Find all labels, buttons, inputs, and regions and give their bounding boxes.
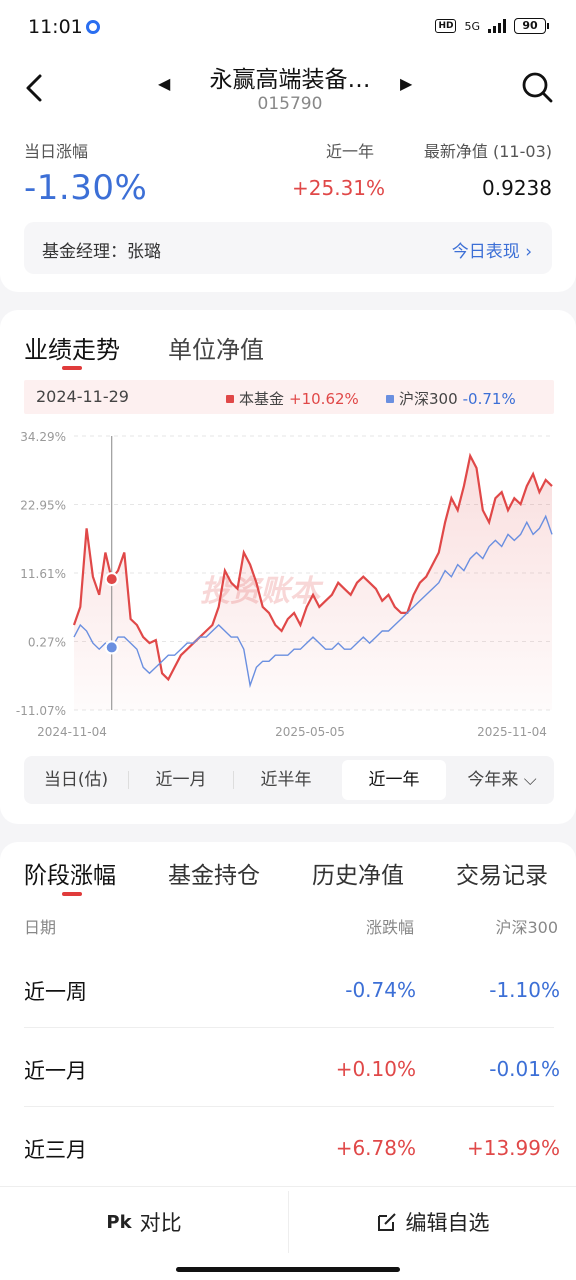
- y-tick-label: 11.61%: [20, 567, 66, 581]
- performance-chart-card: 业绩走势 单位净值 2024-11-29 本基金 +10.62% 沪深300 -…: [0, 310, 576, 824]
- tab-unit-nav[interactable]: 单位净值: [168, 336, 264, 364]
- fund-series-line: [72, 452, 553, 682]
- index-series-line: [73, 514, 553, 689]
- fund-color-swatch: [226, 394, 234, 403]
- one-year-label: 近一年: [326, 142, 375, 161]
- period-6m[interactable]: 近半年: [260, 770, 312, 790]
- index-marker: [104, 640, 119, 655]
- fund-marker: [104, 572, 119, 587]
- active-tab-indicator: [62, 892, 82, 896]
- period-ytd[interactable]: 今年来 ⌵: [467, 770, 537, 790]
- y-tick-label: 0.27%: [28, 636, 66, 650]
- y-tick-label: -11.07%: [16, 704, 66, 718]
- y-tick-label: 22.95%: [20, 499, 66, 513]
- tab-holdings[interactable]: 基金持仓: [168, 863, 260, 889]
- watermark: 投资账本: [200, 574, 320, 609]
- tab-stage-returns[interactable]: 阶段涨幅: [24, 863, 116, 889]
- y-tick-label: 34.29%: [20, 430, 66, 444]
- period-divider: [233, 771, 234, 789]
- performance-line-chart[interactable]: 34.29% 22.95% 11.61% 0.27% -11.07% 2024-11-04…: [0, 420, 576, 750]
- latest-nav-label: 最新净值 (11-03): [423, 142, 552, 161]
- tab-transactions[interactable]: 交易记录: [456, 863, 548, 889]
- battery-icon: 90: [514, 18, 549, 34]
- hd-icon: HD: [435, 19, 457, 33]
- divider: [288, 1191, 289, 1253]
- row-change: -0.74%: [345, 978, 416, 1002]
- latest-nav-value: 0.9238: [482, 176, 552, 200]
- legend-fund-name: 本基金: [239, 390, 285, 408]
- legend-fund: 本基金 +10.62%: [226, 388, 359, 409]
- one-year-value: +25.31%: [292, 176, 386, 200]
- fund-area: [74, 455, 552, 710]
- x-tick-label: 2025-11-04: [477, 725, 547, 739]
- fund-header-card: ◀ 永赢高端装备… 015790 ▶ 当日涨幅 近一年 最新净值 (11-03)…: [0, 56, 576, 292]
- legend-index-value: -0.71%: [462, 389, 516, 408]
- fund-code: 015790: [257, 94, 323, 114]
- edit-watchlist-label: 编辑自选: [405, 1211, 490, 1235]
- legend-fund-value: +10.62%: [289, 389, 359, 408]
- search-button[interactable]: [520, 70, 554, 104]
- edit-icon: [377, 1213, 396, 1231]
- status-indicators: HD 5G 90: [435, 18, 549, 34]
- tab-performance-trend[interactable]: 业绩走势: [24, 336, 120, 364]
- period-selector: 当日(估) 近一月 近半年 近一年 今年来 ⌵: [24, 756, 554, 804]
- fund-name: 永赢高端装备…: [209, 67, 371, 93]
- legend-date: 2024-11-29: [36, 387, 129, 406]
- period-1m[interactable]: 近一月: [155, 770, 207, 790]
- row-period: 近一月: [24, 1059, 87, 1083]
- column-index: 沪深300: [495, 918, 558, 937]
- active-tab-indicator: [62, 366, 82, 370]
- row-index-change: +13.99%: [466, 1136, 560, 1160]
- row-change: +0.10%: [335, 1057, 416, 1081]
- fund-manager-row[interactable]: 基金经理：张璐 今日表现 ›: [24, 222, 552, 274]
- row-period: 近一周: [24, 980, 87, 1004]
- x-tick-label: 2024-11-04: [37, 725, 107, 739]
- chart-legend: 2024-11-29 本基金 +10.62% 沪深300 -0.71%: [24, 380, 554, 414]
- period-1y[interactable]: 近一年: [342, 760, 446, 800]
- row-period: 近三月: [24, 1138, 87, 1162]
- next-fund-button[interactable]: ▶: [400, 74, 413, 93]
- row-change: +6.78%: [335, 1136, 416, 1160]
- edit-watchlist-button[interactable]: 编辑自选: [289, 1187, 576, 1257]
- fund-manager-text: 基金经理：张璐: [42, 242, 161, 262]
- chevron-left-icon: [26, 74, 42, 102]
- index-color-swatch: [386, 394, 394, 403]
- daily-change-label: 当日涨幅: [24, 142, 89, 161]
- status-bar: 11:01 HD 5G 90: [0, 0, 576, 56]
- tab-nav-history[interactable]: 历史净值: [312, 863, 404, 889]
- column-date: 日期: [24, 918, 57, 937]
- compare-button[interactable]: Pk 对比: [0, 1187, 288, 1257]
- row-index-change: -0.01%: [489, 1057, 560, 1081]
- home-indicator: [176, 1267, 400, 1272]
- period-today[interactable]: 当日(估): [43, 770, 109, 790]
- bottom-action-bar: Pk 对比 编辑自选: [0, 1186, 576, 1280]
- period-divider: [128, 771, 129, 789]
- compare-label: 对比: [139, 1211, 182, 1235]
- prev-fund-button[interactable]: ◀: [158, 74, 171, 93]
- legend-index: 沪深300 -0.71%: [386, 388, 516, 409]
- legend-index-name: 沪深300: [399, 390, 458, 408]
- network-type: 5G: [464, 19, 480, 33]
- back-button[interactable]: [20, 70, 50, 106]
- signal-icon: [488, 19, 506, 33]
- today-performance-link[interactable]: 今日表现 ›: [451, 242, 532, 262]
- table-row: 近一周 -0.74% -1.10%: [24, 950, 560, 1028]
- table-row: 近一月 +0.10% -0.01%: [24, 1029, 560, 1107]
- pk-icon: Pk: [106, 1211, 132, 1233]
- app-notification-icon: [86, 20, 100, 34]
- daily-change-value: -1.30%: [24, 168, 148, 208]
- x-tick-label: 2025-05-05: [275, 725, 345, 739]
- column-change: 涨跌幅: [365, 918, 414, 937]
- row-index-change: -1.10%: [489, 978, 560, 1002]
- status-time: 11:01: [28, 16, 83, 38]
- table-row: 近三月 +6.78% +13.99%: [24, 1108, 560, 1186]
- search-icon: [522, 72, 553, 103]
